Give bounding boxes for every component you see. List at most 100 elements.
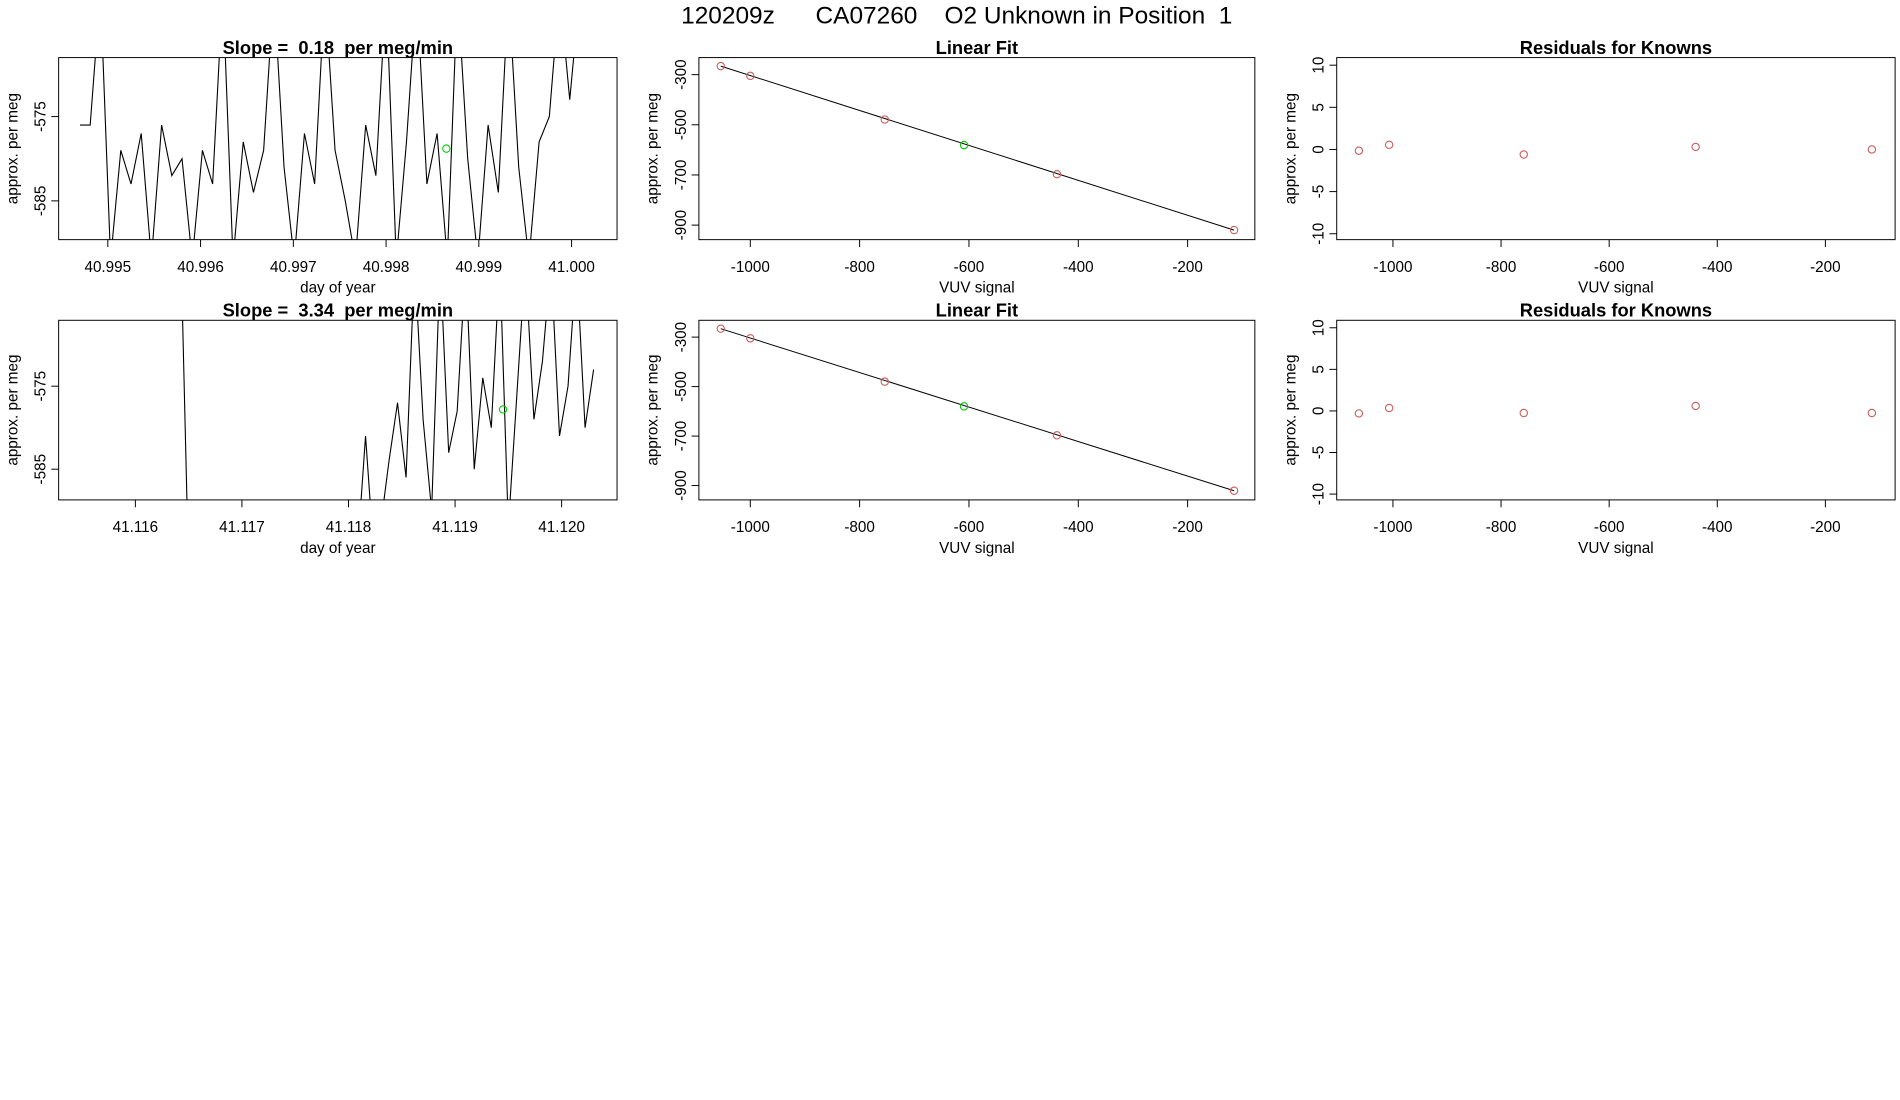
x-axis-label: day of year xyxy=(300,280,376,297)
x-tick-label: -400 xyxy=(1063,259,1094,276)
plot-area xyxy=(1354,140,1877,159)
x-tick-label: -400 xyxy=(1063,519,1094,536)
figure-title: 120209z CA07260 O2 Unknown in Position 1 xyxy=(681,3,1232,30)
x-tick-label: 41.116 xyxy=(113,519,159,536)
plot-frame xyxy=(698,57,1256,241)
x-tick-label: -1000 xyxy=(731,519,770,536)
plot-area xyxy=(182,320,595,500)
data-point xyxy=(959,140,969,150)
x-tick-label: -800 xyxy=(1486,519,1517,536)
x-tick-label: 40.996 xyxy=(177,259,224,276)
x-tick-label: 40.997 xyxy=(270,259,317,276)
data-point xyxy=(1519,150,1528,159)
x-tick-label: 41.120 xyxy=(538,519,585,536)
data-point xyxy=(959,402,969,411)
x-tick-label: -400 xyxy=(1702,259,1733,276)
panel: Slope = 0.18 per meg/min day of year appro… xyxy=(4,37,618,297)
panel: Slope = 3.34 per meg/min day of year appro… xyxy=(4,300,618,557)
x-tick-label: 40.998 xyxy=(363,259,410,276)
y-axis-label: approx. per meg xyxy=(1283,355,1300,466)
y-tick-label: -5 xyxy=(1311,446,1328,460)
data-point xyxy=(716,61,725,71)
x-axis-label: VUV signal xyxy=(1578,540,1654,557)
x-tick-label: -600 xyxy=(954,519,985,536)
data-line xyxy=(79,57,575,240)
data-point xyxy=(1691,401,1700,411)
x-tick-label: -1000 xyxy=(1373,259,1412,276)
x-tick-label: 41.000 xyxy=(548,259,595,276)
x-tick-label: -200 xyxy=(1172,519,1203,536)
y-tick-label: -300 xyxy=(673,322,690,353)
x-tick-label: 41.117 xyxy=(219,519,265,536)
y-tick-label: -575 xyxy=(33,101,50,132)
fit-line xyxy=(720,65,1235,231)
panel: Residuals for Knowns VUV signal approx. pe… xyxy=(1283,37,1896,297)
y-tick-label: -700 xyxy=(673,421,690,452)
x-tick-label: 40.999 xyxy=(455,259,502,276)
y-tick-label: -700 xyxy=(673,160,690,191)
y-tick-label: -300 xyxy=(673,59,690,90)
x-tick-label: -1000 xyxy=(731,259,770,276)
x-tick-label: 41.119 xyxy=(432,519,478,536)
data-point xyxy=(746,71,755,81)
data-point xyxy=(1384,140,1394,150)
data-point xyxy=(880,115,889,124)
x-axis-label: day of year xyxy=(300,540,376,557)
panel-title: Slope = 3.34 per meg/min xyxy=(223,300,454,321)
data-point xyxy=(1354,146,1364,155)
x-tick-label: -600 xyxy=(1594,259,1625,276)
y-axis-label: approx. per meg xyxy=(1283,93,1300,204)
x-tick-label: -600 xyxy=(1594,519,1625,536)
data-point xyxy=(880,377,889,386)
panel-title: Linear Fit xyxy=(936,300,1018,321)
y-tick-label: -500 xyxy=(673,371,690,402)
data-point xyxy=(1867,145,1877,154)
plot-area xyxy=(79,57,575,240)
y-tick-label: -585 xyxy=(33,454,50,485)
data-point xyxy=(1229,486,1239,495)
plot-area xyxy=(716,61,1239,235)
panel: Linear Fit VUV signal approx. per meg -1000… xyxy=(645,300,1256,557)
y-tick-label: -500 xyxy=(673,110,690,141)
y-tick-label: 10 xyxy=(1311,57,1328,74)
plot-frame xyxy=(698,319,1256,501)
plot-frame xyxy=(1336,319,1896,501)
x-tick-label: -200 xyxy=(1810,259,1841,276)
data-point xyxy=(1519,408,1528,418)
y-tick-label: 0 xyxy=(1311,145,1328,154)
y-tick-label: -10 xyxy=(1311,223,1328,245)
data-point xyxy=(498,405,508,414)
y-tick-label: 5 xyxy=(1311,365,1328,374)
panel-title: Residuals for Knowns xyxy=(1520,300,1712,321)
x-axis-label: VUV signal xyxy=(939,540,1015,557)
x-axis-label: VUV signal xyxy=(939,280,1015,297)
data-point xyxy=(1691,142,1700,152)
data-point xyxy=(746,334,755,343)
data-point xyxy=(1867,408,1877,418)
panel-title: Slope = 0.18 per meg/min xyxy=(223,37,454,58)
data-point xyxy=(1229,225,1239,235)
y-tick-label: 0 xyxy=(1311,407,1328,416)
data-point xyxy=(1384,403,1394,413)
y-tick-label: -585 xyxy=(33,186,50,217)
y-tick-label: -5 xyxy=(1311,185,1328,199)
plot-frame xyxy=(58,319,618,501)
plot-area xyxy=(1354,401,1877,418)
y-tick-label: -900 xyxy=(673,470,690,501)
plot-area xyxy=(716,324,1239,495)
y-tick-label: 5 xyxy=(1311,103,1328,111)
x-axis-label: VUV signal xyxy=(1578,280,1654,297)
x-tick-label: -800 xyxy=(1486,259,1517,276)
x-tick-label: -200 xyxy=(1172,259,1203,276)
y-axis-label: approx. per meg xyxy=(645,93,662,204)
y-tick-label: 10 xyxy=(1311,319,1328,336)
y-axis-label: approx. per meg xyxy=(4,93,21,204)
fit-line xyxy=(720,328,1235,492)
plot-frame xyxy=(1336,57,1896,241)
y-tick-label: -10 xyxy=(1311,483,1328,505)
x-tick-label: 41.118 xyxy=(326,519,372,536)
y-tick-label: -900 xyxy=(673,210,690,241)
x-tick-label: -800 xyxy=(844,519,875,536)
panel: Linear Fit VUV signal approx. per meg -1000… xyxy=(645,37,1256,297)
